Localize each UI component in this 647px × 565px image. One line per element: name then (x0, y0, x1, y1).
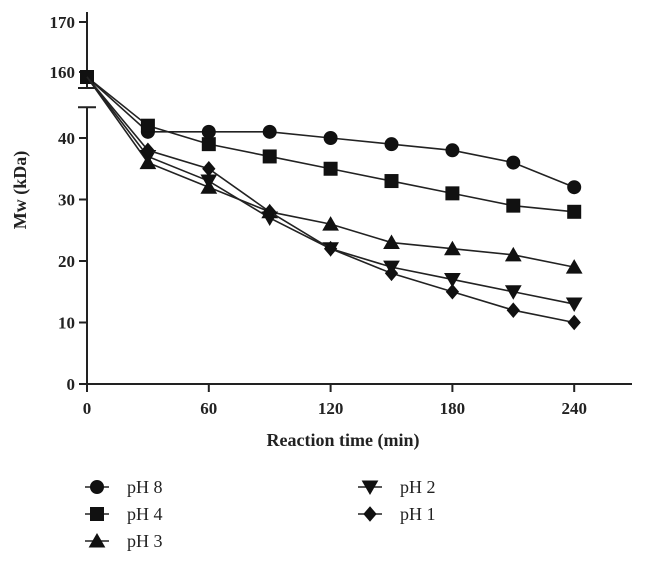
data-point (323, 161, 338, 176)
legend-label: pH 2 (400, 477, 436, 497)
data-point (140, 118, 155, 133)
data-point (506, 198, 521, 213)
legend-marker (90, 480, 104, 494)
data-point (323, 131, 338, 145)
y-tick-label: 40 (58, 129, 75, 148)
series-ph-1 (86, 76, 581, 331)
data-point (445, 186, 460, 201)
y-tick-label: 10 (58, 314, 75, 333)
y-tick-label: 160 (50, 63, 76, 82)
data-point (384, 265, 399, 282)
x-tick-label: 240 (561, 399, 587, 418)
data-point (506, 155, 521, 170)
x-tick-label: 180 (440, 399, 466, 418)
data-point (504, 285, 522, 300)
legend-marker (88, 532, 106, 548)
legend: pH 8 pH 2 pH 4 pH 1 pH 3 (85, 477, 436, 551)
data-point (565, 259, 583, 274)
data-point (262, 149, 277, 164)
series-line (86, 76, 575, 324)
legend-marker (90, 507, 104, 521)
data-point (202, 160, 216, 177)
x-axis-title: Reaction time (min) (267, 430, 420, 451)
x-tick-label: 0 (83, 399, 92, 418)
data-point (567, 204, 582, 219)
legend-label: pH 1 (400, 504, 436, 524)
tick-labels: 0 10 20 30 40 160 170 0 60 120 180 240 (50, 13, 587, 418)
series-ph-2 (86, 76, 583, 313)
data-point (263, 204, 277, 220)
data-point (565, 297, 583, 313)
y-tick-label: 30 (58, 191, 75, 210)
data-point (383, 234, 400, 250)
legend-item: pH 1 (358, 504, 436, 524)
data-point (201, 124, 216, 139)
legend-marker (361, 480, 379, 496)
series-ph-4 (80, 70, 582, 219)
y-tick-label: 20 (58, 252, 75, 271)
series-ph-3 (86, 76, 583, 274)
y-axis-title: Mw (kDa) (10, 151, 31, 230)
data-point (201, 137, 216, 152)
x-tick-label: 60 (200, 399, 217, 418)
data-point (262, 124, 277, 139)
x-tick-label: 120 (318, 399, 344, 418)
legend-item: pH 4 (85, 504, 163, 524)
data-point (444, 240, 461, 256)
legend-label: pH 3 (127, 531, 163, 551)
axes (78, 12, 632, 392)
data-point (200, 174, 218, 190)
legend-item: pH 3 (85, 531, 163, 551)
data-point (141, 142, 155, 159)
data-point (384, 174, 399, 189)
plot-area (80, 70, 583, 331)
legend-item: pH 2 (358, 477, 436, 497)
series-line (86, 76, 575, 305)
y-tick-label: 0 (67, 375, 76, 394)
data-point (323, 240, 338, 257)
data-point (445, 143, 460, 158)
legend-marker (363, 506, 377, 522)
legend-item: pH 8 (85, 477, 163, 497)
data-point (567, 180, 582, 195)
data-point (444, 272, 461, 288)
data-point (322, 216, 339, 231)
data-point (506, 302, 520, 318)
data-point (445, 283, 460, 300)
legend-label: pH 8 (127, 477, 163, 497)
data-point (504, 246, 522, 262)
y-tick-label: 170 (50, 13, 76, 32)
data-point (384, 137, 399, 152)
legend-label: pH 4 (127, 504, 163, 524)
data-point (567, 314, 581, 331)
series-ph-8 (86, 76, 582, 195)
